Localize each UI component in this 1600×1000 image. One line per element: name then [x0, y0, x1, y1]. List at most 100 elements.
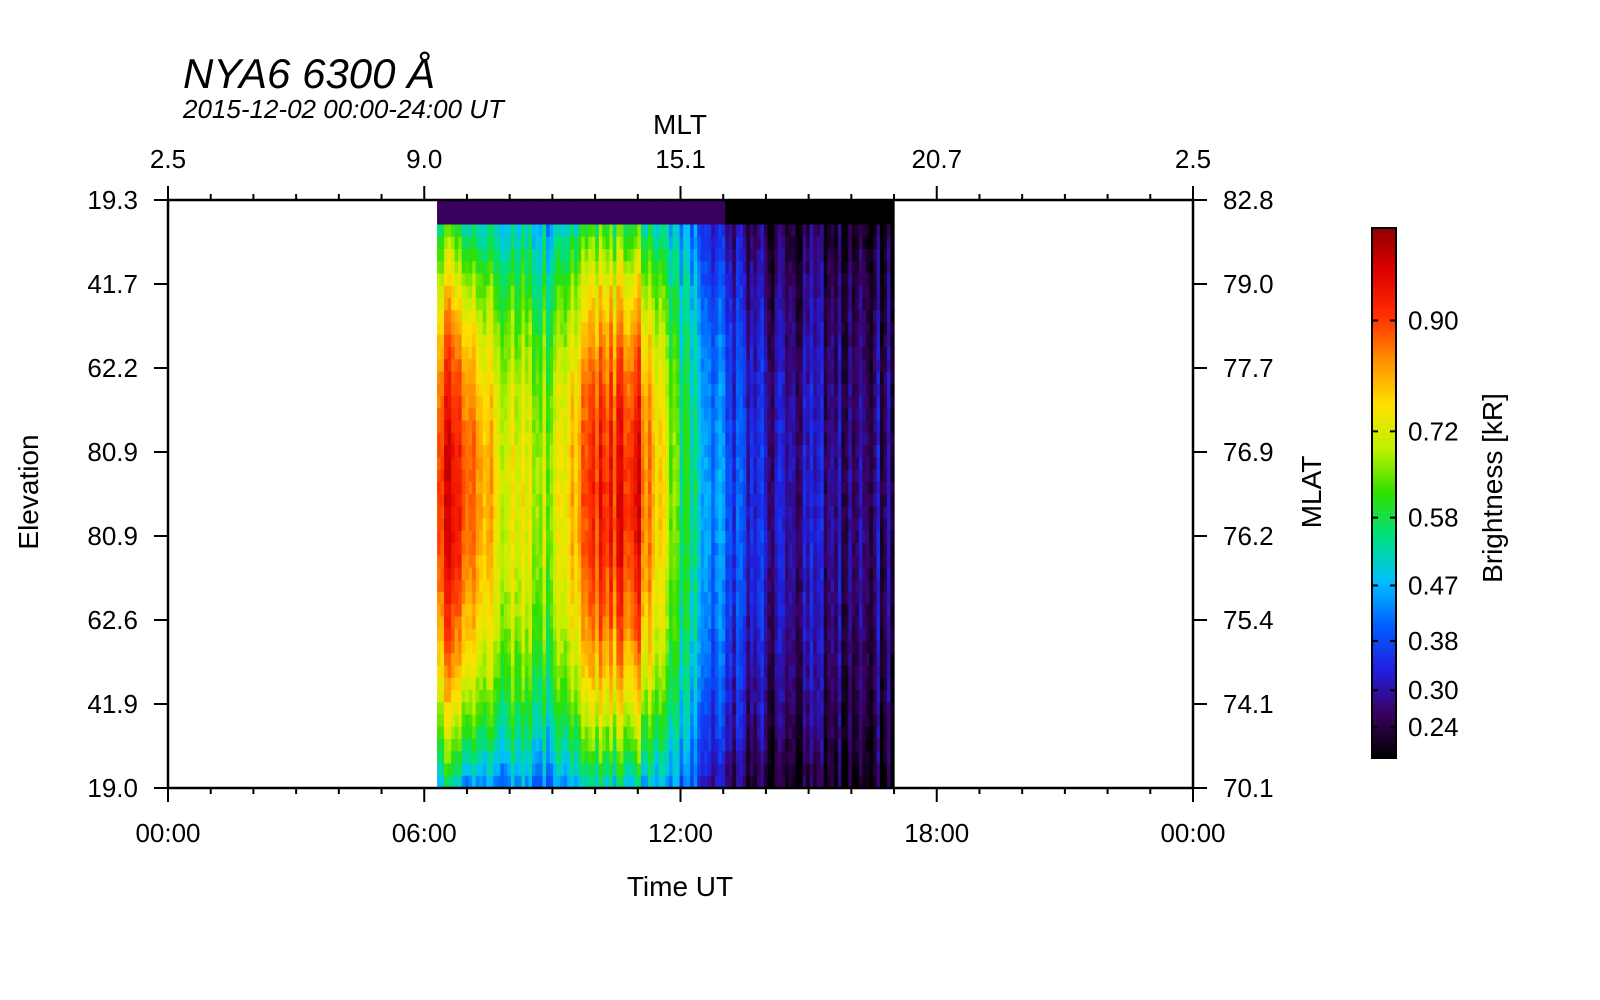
chart-subtitle: 2015-12-02 00:00-24:00 UT — [182, 94, 506, 124]
heatmap-cell — [690, 690, 695, 703]
heatmap-cell — [788, 726, 793, 740]
heatmap-cell — [788, 665, 793, 679]
heatmap-cell — [760, 236, 765, 250]
heatmap-cell — [732, 322, 737, 336]
heatmap-cell — [718, 469, 723, 483]
heatmap-cell — [697, 506, 702, 520]
heatmap-cell — [662, 261, 667, 275]
heatmap-cell — [697, 457, 702, 471]
heatmap-cell — [665, 567, 670, 581]
heatmap-cell — [584, 469, 589, 483]
heatmap-cell — [602, 212, 607, 226]
heatmap-cell — [735, 261, 740, 275]
heatmap-cell — [728, 555, 733, 569]
heatmap-cell — [672, 763, 677, 777]
heatmap-cell — [665, 236, 670, 250]
heatmap-cell — [440, 739, 445, 752]
heatmap-cell — [581, 628, 586, 642]
heatmap-cell — [556, 628, 561, 642]
heatmap-cell — [746, 677, 751, 691]
heatmap-cell — [482, 249, 487, 262]
heatmap-cell — [711, 555, 716, 569]
heatmap-cell — [644, 775, 649, 789]
heatmap-cell — [630, 628, 635, 642]
heatmap-cell — [521, 775, 526, 789]
heatmap-cell — [591, 763, 596, 777]
heatmap-cell — [458, 445, 463, 458]
heatmap-cell — [542, 592, 547, 605]
heatmap-cell — [539, 506, 544, 520]
heatmap-cell — [760, 273, 765, 287]
heatmap-cell — [542, 530, 547, 544]
heatmap-cell — [690, 371, 695, 385]
heatmap-cell — [531, 469, 537, 483]
heatmap-cell — [539, 677, 544, 691]
heatmap-cell — [760, 543, 765, 556]
heatmap-cell — [468, 702, 473, 716]
heatmap-cell — [711, 469, 716, 483]
heatmap-cell — [517, 200, 523, 213]
heatmap-cell — [756, 371, 762, 385]
heatmap-cell — [788, 432, 793, 446]
heatmap-cell — [486, 702, 491, 716]
heatmap-cell — [763, 224, 769, 238]
heatmap-cell — [514, 751, 519, 765]
heatmap-cell — [630, 751, 635, 765]
heatmap-cell — [795, 592, 800, 605]
heatmap-cell — [574, 334, 579, 348]
heatmap-cell — [778, 457, 783, 471]
heatmap-cell — [468, 506, 473, 520]
heatmap-cell — [528, 298, 533, 311]
heatmap-cell — [588, 518, 593, 532]
heatmap-cell — [489, 518, 494, 532]
heatmap-cell — [493, 555, 498, 569]
heatmap-cell — [560, 665, 565, 679]
heatmap-cell — [574, 224, 579, 238]
heatmap-cell — [465, 200, 470, 213]
heatmap-cell — [792, 273, 797, 287]
heatmap-cell — [546, 616, 551, 630]
heatmap-cell — [581, 518, 586, 532]
heatmap-cell — [584, 359, 589, 373]
heatmap-cell — [721, 604, 726, 618]
heatmap-cell — [584, 457, 589, 471]
heatmap-cell — [616, 775, 621, 789]
heatmap-cell — [735, 506, 740, 520]
heatmap-cell — [609, 371, 614, 385]
heatmap-cell — [711, 665, 716, 679]
heatmap-cell — [799, 285, 804, 299]
heatmap-cell — [718, 371, 723, 385]
heatmap-cell — [612, 432, 617, 446]
heatmap-cell — [507, 432, 512, 446]
heatmap-cell — [521, 298, 526, 311]
heatmap-cell — [742, 261, 748, 275]
heatmap-cell — [721, 200, 726, 213]
heatmap-cell — [609, 408, 614, 422]
heatmap-cell — [570, 420, 575, 434]
heatmap-cell — [739, 506, 744, 520]
heatmap-cell — [612, 445, 617, 458]
heatmap-cell — [774, 469, 779, 483]
heatmap-cell — [647, 677, 653, 691]
y-axis-label-left: Elevation — [13, 434, 44, 549]
heatmap-cell — [440, 457, 445, 471]
heatmap-cell — [570, 714, 575, 728]
heatmap-cell — [799, 690, 804, 703]
heatmap-cell — [507, 396, 512, 409]
heatmap-cell — [760, 592, 765, 605]
heatmap-cell — [447, 579, 452, 593]
heatmap-cell — [662, 334, 667, 348]
heatmap-cell — [728, 457, 733, 471]
heatmap-cell — [556, 469, 561, 483]
heatmap-cell — [539, 751, 544, 765]
heatmap-cell — [581, 751, 586, 765]
heatmap-cell — [693, 714, 698, 728]
heatmap-cell — [767, 702, 772, 716]
heatmap-cell — [760, 285, 765, 299]
heatmap-cell — [521, 383, 526, 397]
heatmap-cell — [535, 604, 540, 618]
heatmap-cell — [623, 555, 628, 569]
heatmap-cell — [655, 383, 660, 397]
heatmap-cell — [756, 555, 762, 569]
heatmap-cell — [577, 775, 582, 789]
